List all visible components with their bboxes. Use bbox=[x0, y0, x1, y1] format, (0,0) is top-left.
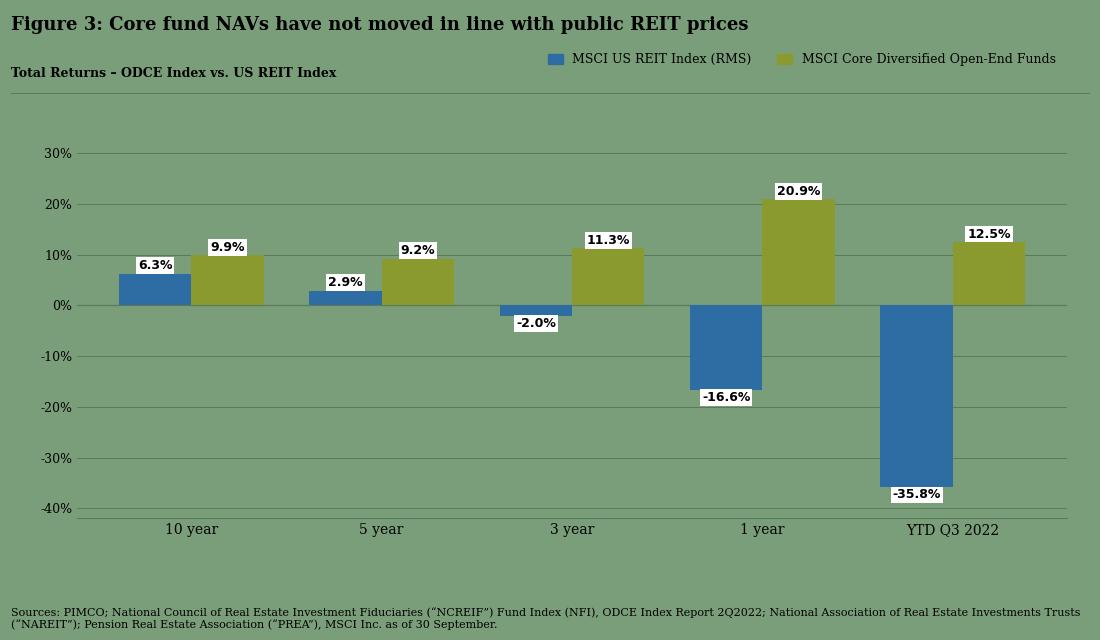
Bar bbox=[572, 248, 645, 305]
Bar bbox=[880, 305, 953, 487]
Bar bbox=[953, 242, 1025, 305]
Bar bbox=[119, 273, 191, 305]
Bar bbox=[309, 291, 382, 305]
Text: -2.0%: -2.0% bbox=[516, 317, 556, 330]
Bar bbox=[191, 255, 264, 305]
Text: 9.2%: 9.2% bbox=[400, 244, 436, 257]
Text: 6.3%: 6.3% bbox=[138, 259, 173, 272]
Text: Figure 3: Core fund NAVs have not moved in line with public REIT prices: Figure 3: Core fund NAVs have not moved … bbox=[11, 16, 748, 34]
Text: 11.3%: 11.3% bbox=[586, 234, 630, 246]
Text: Total Returns – ODCE Index vs. US REIT Index: Total Returns – ODCE Index vs. US REIT I… bbox=[11, 67, 337, 80]
Text: Sources: PIMCO; National Council of Real Estate Investment Fiduciaries (“NCREIF”: Sources: PIMCO; National Council of Real… bbox=[11, 607, 1080, 630]
Text: -35.8%: -35.8% bbox=[892, 488, 940, 502]
Text: 12.5%: 12.5% bbox=[967, 228, 1011, 241]
Legend: MSCI US REIT Index (RMS), MSCI Core Diversified Open-End Funds: MSCI US REIT Index (RMS), MSCI Core Dive… bbox=[542, 49, 1060, 72]
Text: 2.9%: 2.9% bbox=[328, 276, 363, 289]
Bar bbox=[382, 259, 454, 305]
Bar bbox=[762, 200, 835, 305]
Bar bbox=[499, 305, 572, 316]
Text: 20.9%: 20.9% bbox=[777, 185, 821, 198]
Text: 9.9%: 9.9% bbox=[210, 241, 244, 253]
Text: -16.6%: -16.6% bbox=[702, 391, 750, 404]
Bar bbox=[690, 305, 762, 390]
